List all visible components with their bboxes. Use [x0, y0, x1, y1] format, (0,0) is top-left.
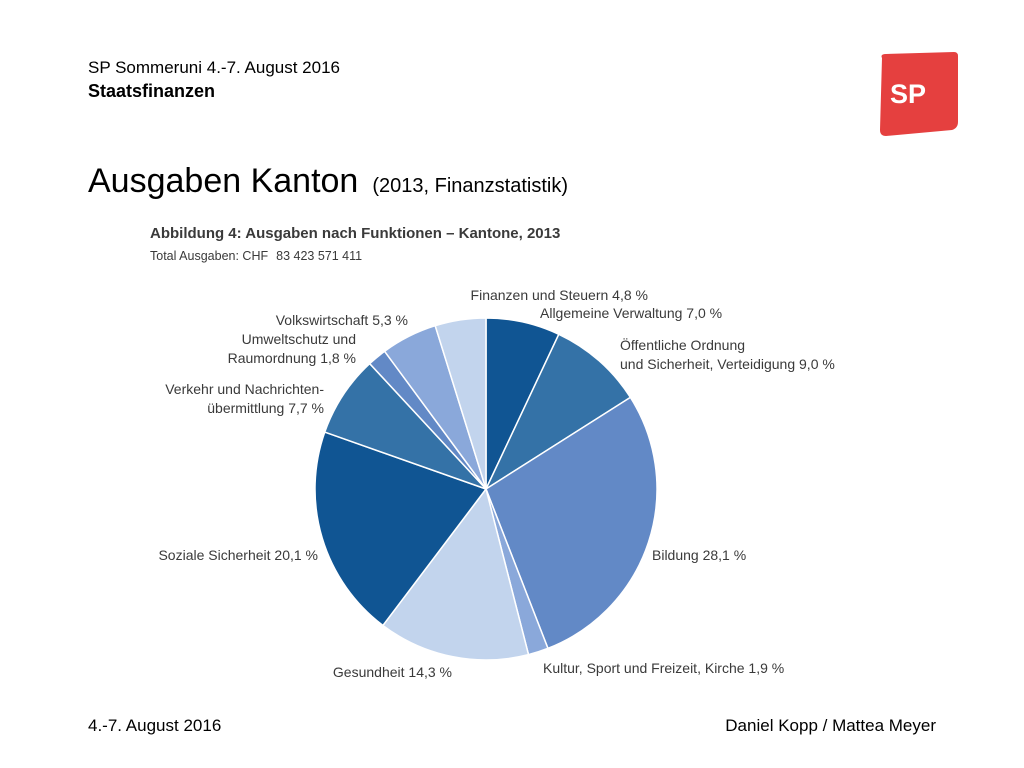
event-header: SP Sommeruni 4.-7. August 2016 [88, 58, 341, 77]
slice-label: Verkehr und Nachrichten-übermittlung 7,7… [165, 381, 324, 416]
slice-label: Volkswirtschaft 5,3 % [276, 312, 408, 328]
slice-label-line: Verkehr und Nachrichten- [165, 381, 324, 397]
slice-label-line: Soziale Sicherheit 20,1 % [158, 547, 318, 563]
logo-shape [880, 52, 958, 136]
topic-header: Staatsfinanzen [88, 81, 216, 101]
slice-label-line: und Sicherheit, Verteidigung 9,0 % [620, 356, 835, 372]
chart-total-value: 83 423 571 411 [276, 249, 363, 263]
slice-label-line: Finanzen und Steuern 4,8 % [471, 287, 648, 303]
chart-total: Total Ausgaben: CHF 83 423 571 411 [150, 249, 362, 263]
slide-subtitle: (2013, Finanzstatistik) [372, 175, 568, 197]
pie-slice [434, 317, 487, 490]
slice-label: Soziale Sicherheit 20,1 % [158, 547, 318, 563]
footer-date: 4.-7. August 2016 [88, 716, 222, 735]
slice-label: Bildung 28,1 % [652, 547, 746, 563]
slice-label-line: übermittlung 7,7 % [207, 400, 324, 416]
slice-label-line: Gesundheit 14,3 % [333, 664, 452, 680]
slice-label: Finanzen und Steuern 4,8 % [471, 287, 648, 303]
slide-title: Ausgaben Kanton (2013, Finanzstatistik) [88, 162, 568, 201]
slice-label-line: Umweltschutz und [242, 331, 356, 347]
slice-label: Allgemeine Verwaltung 7,0 % [540, 305, 722, 321]
slice-label-line: Allgemeine Verwaltung 7,0 % [540, 305, 722, 321]
pie-slice [314, 431, 488, 627]
pie-slice [484, 333, 632, 492]
chart-title: Abbildung 4: Ausgaben nach Funktionen – … [150, 225, 561, 242]
sp-logo: SP [880, 52, 958, 136]
slice-label: Gesundheit 14,3 % [333, 664, 452, 680]
slice-label: Öffentliche Ordnung und Sicherheit, Verte… [620, 336, 835, 372]
slice-label-line: Kultur, Sport und Freizeit, Kirche 1,9 % [543, 660, 784, 676]
slice-label: Kultur, Sport und Freizeit, Kirche 1,9 % [543, 660, 784, 676]
slice-label-line: Volkswirtschaft 5,3 % [276, 312, 408, 328]
pie-slice [485, 396, 658, 650]
slice-label-line: Bildung 28,1 % [652, 547, 746, 563]
slice-label-line: Öffentliche Ordnung [620, 336, 745, 353]
footer-authors: Daniel Kopp / Mattea Meyer [725, 716, 936, 735]
slide-title-main: Ausgaben Kanton [88, 162, 359, 200]
slice-label-line: Raumordnung 1,8 % [228, 350, 356, 366]
slice-label: Umweltschutz und Raumordnung 1,8 % [228, 331, 356, 366]
chart-total-label: Total Ausgaben: CHF [150, 249, 269, 263]
pie-slice [381, 487, 530, 661]
logo-text: SP [890, 79, 926, 109]
